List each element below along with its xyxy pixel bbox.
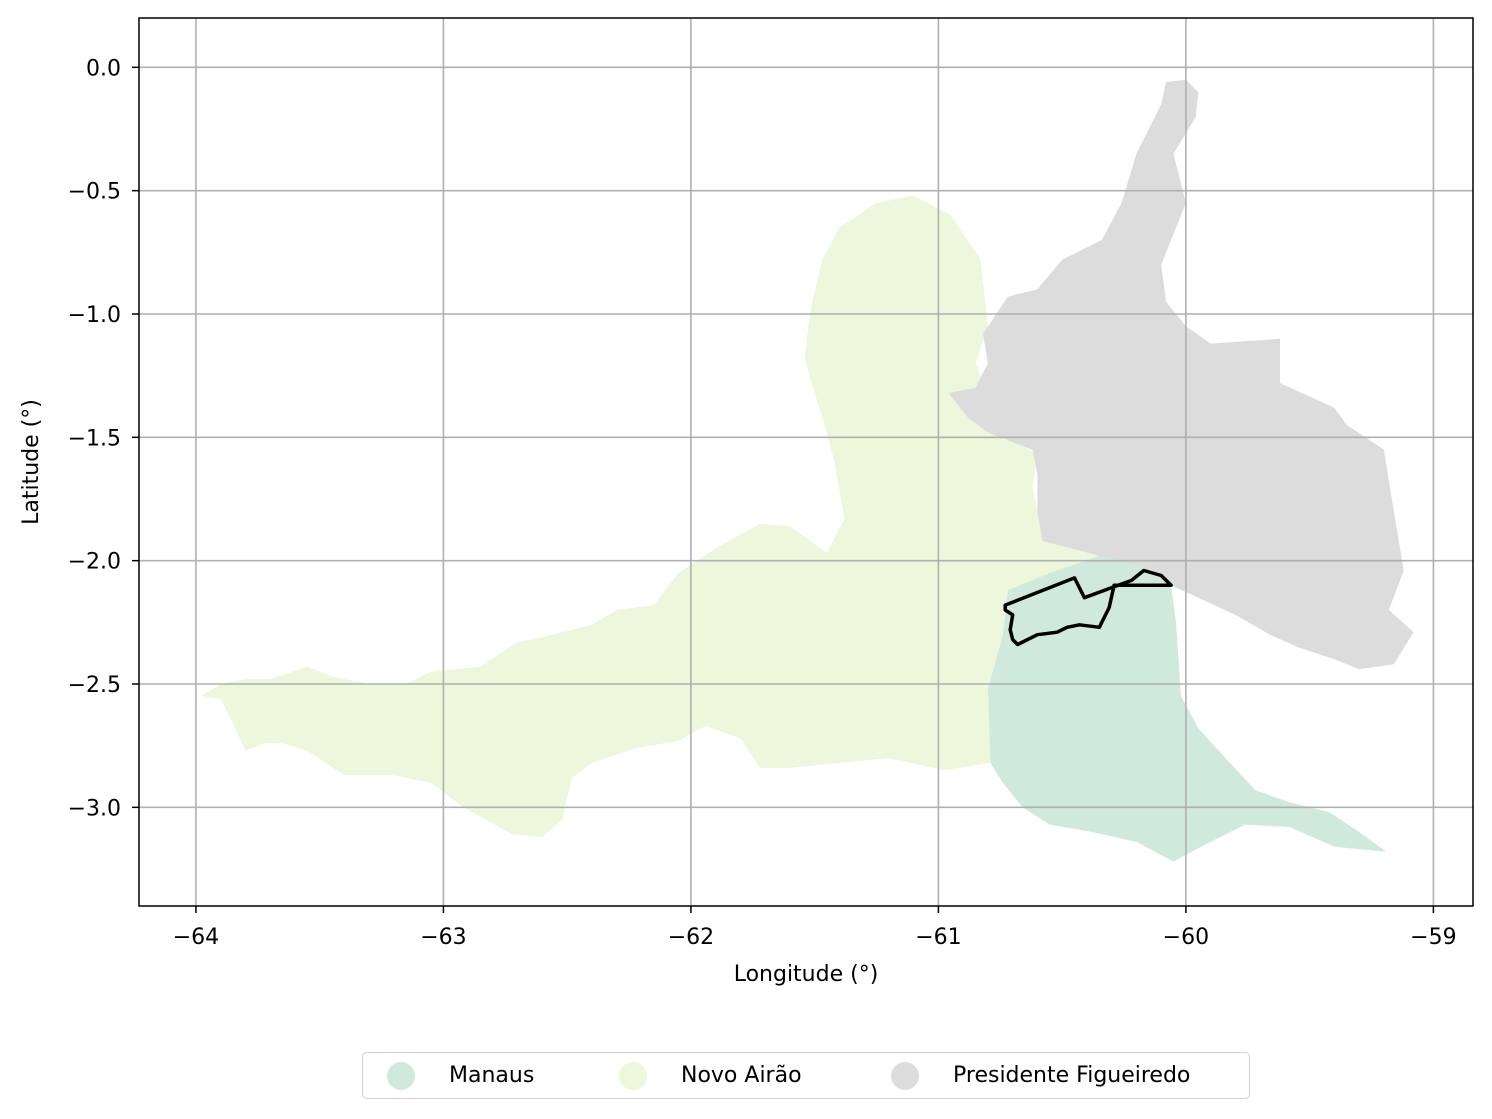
study-area-outline-layer: [1003, 568, 1173, 647]
y-tick-label: −1.0: [68, 303, 121, 328]
y-tick-label: −1.5: [68, 426, 121, 451]
legend-item-novo-airao: Novo Airão: [619, 1053, 802, 1098]
legend-label-manaus: Manaus: [449, 1063, 535, 1088]
legend-item-manaus: Manaus: [387, 1053, 534, 1098]
legend-label-presidente-figueiredo: Presidente Figueiredo: [953, 1063, 1191, 1088]
legend: Manaus Novo Airão Presidente Figueiredo: [362, 1052, 1250, 1099]
legend-item-presidente-figueiredo: Presidente Figueiredo: [891, 1053, 1190, 1098]
x-tick-label: −64: [173, 925, 219, 950]
y-axis-label: Latitude (°): [19, 399, 44, 525]
region-presidente-figueiredo: [948, 79, 1414, 670]
legend-swatch-manaus: [387, 1061, 415, 1090]
legend-swatch-presidente-figueiredo: [891, 1061, 919, 1090]
y-axis-ticks: 0.0 −0.5 −1.0 −1.5 −2.0 −2.5 −3.0: [68, 56, 139, 821]
y-tick-label: −3.0: [68, 796, 121, 821]
x-tick-label: −59: [1410, 925, 1456, 950]
x-tick-label: −62: [668, 925, 714, 950]
map-chart: −64 −63 −62 −61 −60 −59 0.0 −0.5 −1.0 −1.5 −2.0 −2…: [19, 17, 1474, 987]
y-tick-label: −0.5: [68, 180, 121, 205]
plot-frame: [138, 17, 1474, 907]
x-tick-label: −61: [915, 925, 961, 950]
region-novo-airao: [200, 195, 1100, 837]
x-axis-ticks: −64 −63 −62 −61 −60 −59: [173, 906, 1457, 950]
x-tick-label: −60: [1163, 925, 1209, 950]
grid-lines: [139, 18, 1473, 906]
x-axis-label: Longitude (°): [734, 962, 879, 987]
y-tick-label: −2.0: [68, 550, 121, 575]
x-tick-label: −63: [420, 925, 466, 950]
y-tick-label: 0.0: [86, 56, 121, 81]
y-tick-label: −2.5: [68, 673, 121, 698]
map-regions: [200, 79, 1414, 862]
study-area-outline: [1003, 568, 1173, 647]
legend-label-novo-airao: Novo Airão: [681, 1063, 802, 1088]
legend-swatch-novo-airao: [619, 1061, 647, 1090]
